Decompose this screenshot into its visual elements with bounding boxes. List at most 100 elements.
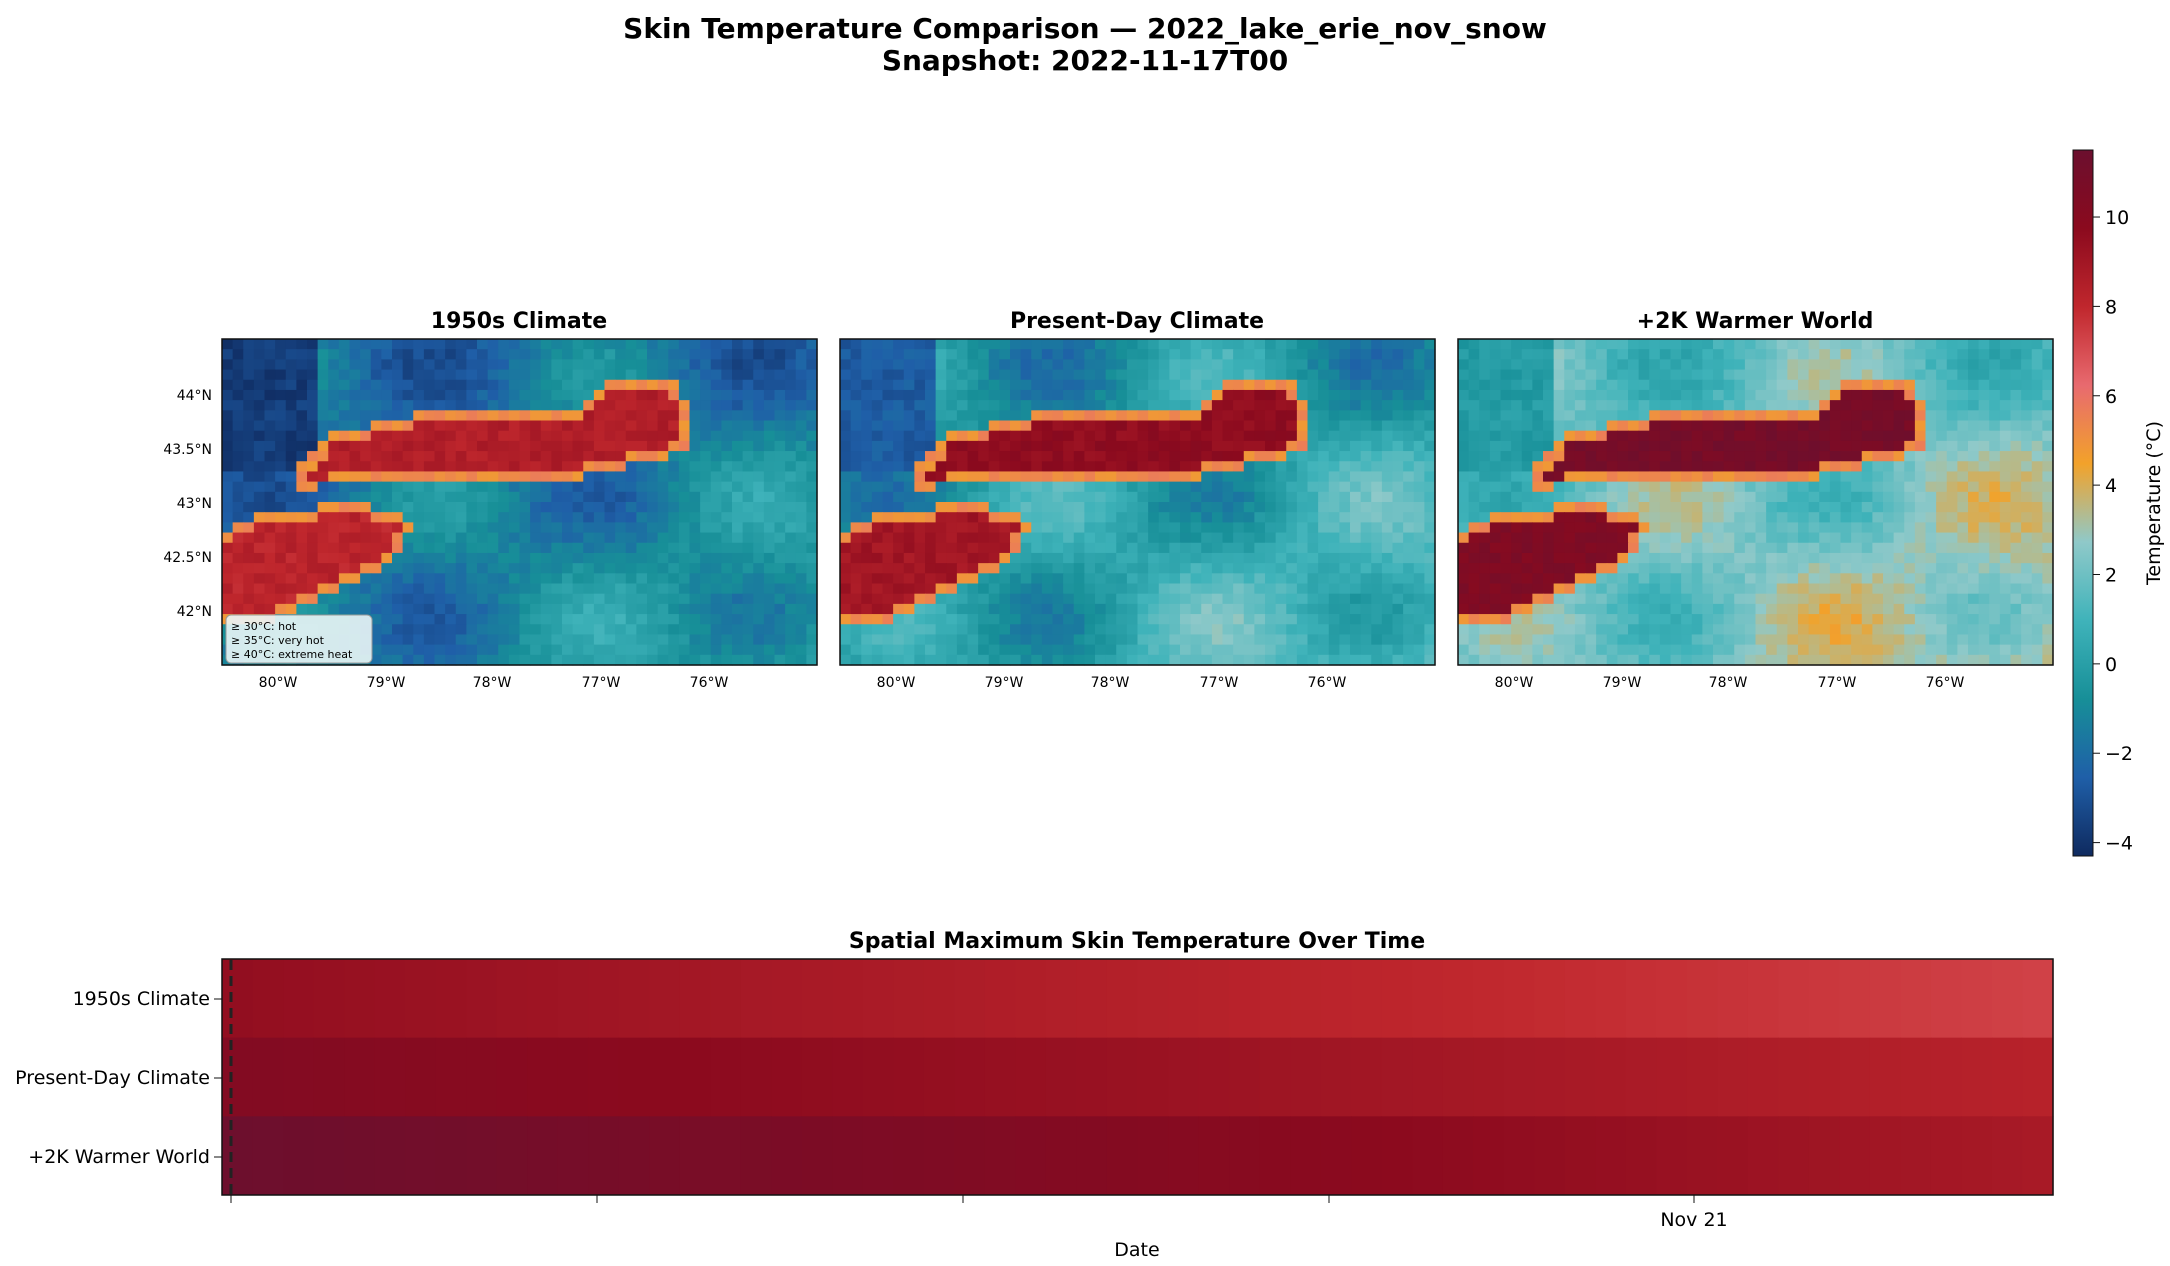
map-cell: [1413, 369, 1425, 381]
map-cell: [540, 512, 552, 523]
map-cell: [999, 614, 1011, 625]
map-cell: [498, 389, 510, 401]
map-cell: [636, 369, 648, 381]
map-cell: [763, 440, 776, 452]
map-cell: [232, 420, 244, 432]
map-cell: [317, 410, 329, 422]
map-cell: [423, 654, 436, 666]
map-cell: [1500, 430, 1512, 442]
map-cell: [466, 430, 478, 442]
map-cell: [1564, 502, 1576, 513]
map-cell: [625, 451, 637, 462]
map-cell: [625, 552, 637, 564]
map-cell: [1808, 512, 1820, 523]
map-cell: [1564, 461, 1576, 473]
map-cell: [1243, 440, 1255, 452]
map-cell: [903, 349, 915, 360]
map-cell: [710, 389, 722, 401]
map-cell: [967, 379, 979, 391]
map-cell: [1585, 491, 1597, 503]
map-cell: [1180, 430, 1192, 442]
map-cell: [1286, 440, 1298, 452]
map-cell: [370, 532, 382, 544]
map-cell: [1424, 359, 1436, 371]
map-cell: [999, 512, 1011, 523]
map-cell: [1936, 349, 1948, 360]
map-cell: [1840, 430, 1852, 442]
map-cell: [1936, 471, 1948, 483]
map-cell: [1148, 532, 1160, 544]
map-cell: [1755, 451, 1767, 462]
map-cell: [988, 481, 1000, 493]
map-cell: [1723, 552, 1735, 564]
map-cell: [1638, 552, 1650, 564]
map-cell: [1638, 471, 1650, 483]
map-cell: [1574, 430, 1587, 442]
map-cell: [455, 634, 467, 646]
map-cell: [1307, 410, 1319, 422]
map-cell: [1989, 461, 2001, 473]
map-cell: [1479, 451, 1491, 462]
map-cell: [381, 634, 393, 646]
map-cell: [1052, 430, 1064, 442]
map-cell: [732, 614, 744, 625]
map-cell: [1649, 389, 1661, 401]
map-cell: [1360, 573, 1372, 585]
map-cell: [562, 654, 574, 666]
x-tick-label: 80°W: [877, 675, 916, 691]
map-cell: [296, 339, 308, 350]
map-cell: [1010, 552, 1022, 564]
map-cell: [914, 440, 926, 452]
map-cell: [1286, 583, 1298, 595]
map-cell: [1638, 512, 1650, 523]
map-cell: [1734, 573, 1746, 585]
map-cell: [1020, 430, 1032, 442]
map-cell: [946, 359, 958, 371]
map-cell: [264, 400, 276, 411]
map-cell: [1126, 634, 1139, 646]
map-cell: [1222, 552, 1234, 564]
map-cell: [1169, 593, 1181, 605]
map-cell: [689, 603, 701, 615]
map-cell: [1222, 542, 1234, 554]
map-cell: [893, 624, 905, 636]
map-cell: [774, 451, 786, 462]
map-cell: [1606, 583, 1618, 595]
map-cell: [763, 461, 776, 473]
map-cell: [1339, 420, 1351, 432]
map-cell: [1734, 339, 1746, 350]
map-cell: [657, 410, 669, 422]
map-cell: [243, 471, 255, 483]
map-cell: [360, 542, 372, 554]
map-cell: [668, 634, 680, 646]
map-cell: [647, 522, 659, 534]
map-cell: [487, 552, 499, 564]
map-cell: [1861, 440, 1873, 452]
map-cell: [625, 654, 637, 666]
map-cell: [1243, 430, 1255, 442]
map-cell: [1914, 379, 1927, 391]
map-cell: [1116, 369, 1128, 381]
map-cell: [988, 522, 1000, 534]
map-cell: [445, 573, 457, 585]
map-cell: [1702, 552, 1714, 564]
map-cell: [925, 644, 937, 656]
map-cell: [253, 603, 266, 615]
map-cell: [2042, 420, 2054, 432]
map-cell: [232, 481, 244, 493]
map-cell: [1137, 400, 1149, 411]
map-cell: [338, 389, 351, 401]
map-cell: [307, 583, 319, 595]
map-cell: [1744, 420, 1757, 432]
map-cell: [1413, 654, 1425, 666]
map-cell: [1851, 552, 1863, 564]
map-cell: [275, 349, 287, 360]
map-cell: [1755, 502, 1767, 513]
map-cell: [1840, 369, 1852, 381]
map-cell: [1296, 410, 1309, 422]
map-cell: [1233, 451, 1245, 462]
map-cell: [1180, 512, 1192, 523]
map-cell: [392, 634, 404, 646]
map-cell: [232, 603, 244, 615]
map-cell: [349, 552, 361, 564]
